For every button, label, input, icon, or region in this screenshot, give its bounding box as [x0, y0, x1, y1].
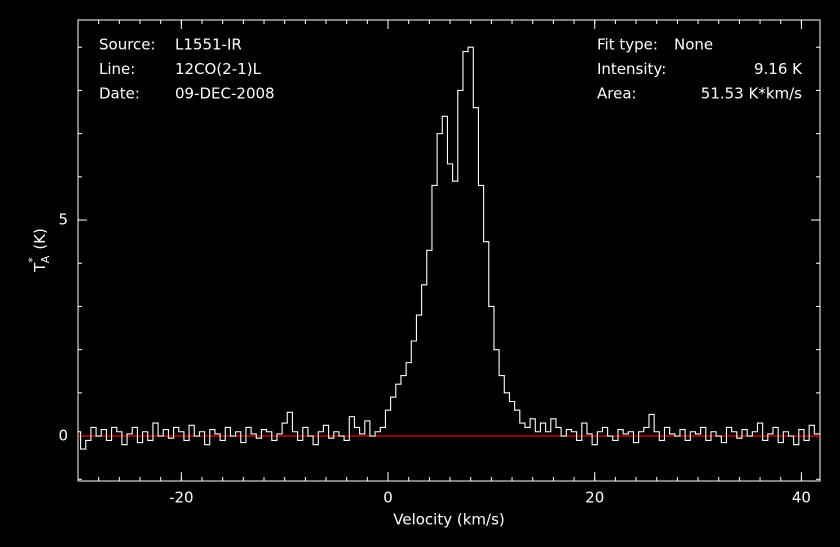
- annotation-value: None: [674, 36, 713, 54]
- annotation-value: L1551-IR: [175, 36, 242, 54]
- x-tick-label: 40: [792, 489, 811, 507]
- x-axis-label: Velocity (km/s): [393, 511, 504, 529]
- x-tick-label: 0: [383, 489, 393, 507]
- annotation-label: Intensity:: [597, 60, 666, 78]
- y-tick-label: 0: [58, 427, 68, 445]
- y-axis-label-text: T*A (K): [26, 228, 52, 273]
- y-tick-label: 5: [58, 211, 68, 229]
- annotation-label: Line:: [99, 60, 135, 78]
- annotation-value: 09-DEC-2008: [175, 85, 275, 103]
- annotation-label: Date:: [99, 85, 140, 103]
- annotation-label: Area:: [597, 85, 637, 103]
- y-label-sup: *: [26, 257, 39, 263]
- y-axis-label: T*A (K): [26, 228, 52, 273]
- y-label-sub: A: [39, 255, 52, 263]
- y-label-unit: (K): [31, 228, 49, 250]
- spectrum-line: [78, 46, 820, 450]
- annotation-value: 9.16 K: [754, 60, 803, 78]
- annotation-label: Source:: [99, 36, 156, 54]
- y-label-symbol: T: [31, 262, 49, 273]
- annotation-label: Fit type:: [597, 36, 658, 54]
- x-tick-label: 20: [585, 489, 604, 507]
- annotation-value: 12CO(2-1)L: [175, 60, 262, 78]
- annotation-value: 51.53 K*km/s: [701, 85, 802, 103]
- plot-frame: [77, 19, 821, 482]
- x-tick-label: -20: [169, 489, 194, 507]
